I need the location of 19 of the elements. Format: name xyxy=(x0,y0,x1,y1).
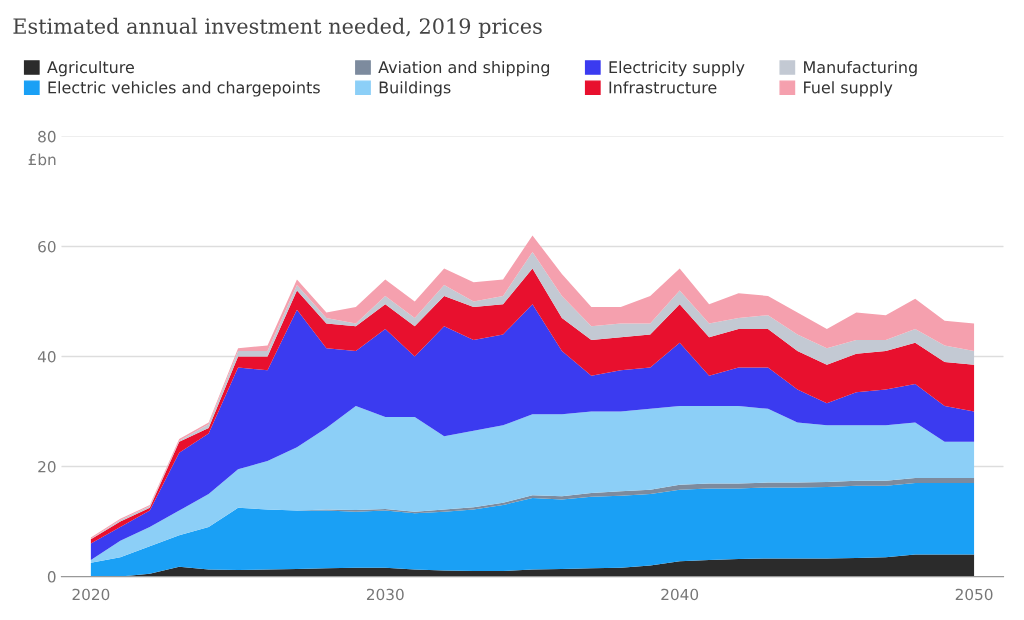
x-tick-label: 2030 xyxy=(366,588,404,601)
y-tick-label: 80 xyxy=(38,130,56,143)
y-tick-label: 60 xyxy=(38,240,56,253)
y-tick-label: 20 xyxy=(38,461,56,473)
legend-label: Electric vehicles and chargepoints xyxy=(48,81,320,97)
legend-label: Buildings xyxy=(379,81,451,97)
legend-label: Fuel supply xyxy=(804,81,893,97)
legend-label: Manufacturing xyxy=(804,60,917,77)
y-tick-label: 40 xyxy=(37,350,56,363)
legend-label: Agriculture xyxy=(47,60,134,77)
y-axis-title: £bn xyxy=(28,153,56,166)
x-tick-label: 2040 xyxy=(661,588,699,601)
legend-label: Infrastructure xyxy=(609,81,717,94)
y-tick-label: 0 xyxy=(47,571,56,583)
legend-label: Electricity supply xyxy=(609,60,745,77)
x-tick-label: 2050 xyxy=(955,588,993,601)
x-tick-label: 2020 xyxy=(72,588,110,601)
chart-title: Estimated annual investment needed, 2019 prices xyxy=(13,17,542,38)
legend-label: Aviation and shipping xyxy=(378,60,550,77)
